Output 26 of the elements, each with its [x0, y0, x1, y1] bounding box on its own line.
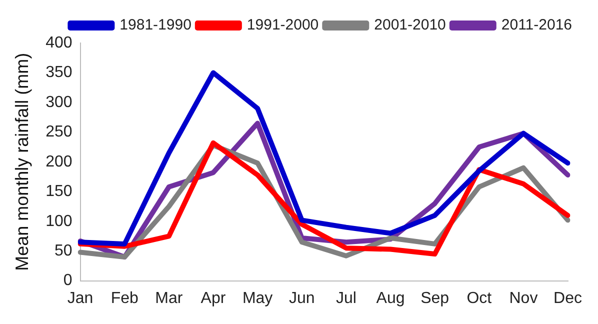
y-tick-label: 100	[46, 212, 72, 230]
x-tick-label: Jan	[67, 290, 94, 307]
y-tick-label: 150	[46, 183, 72, 200]
y-tick-label: 200	[46, 153, 72, 170]
y-tick-label: 300	[46, 94, 72, 111]
legend-label: 2001-2010	[374, 16, 446, 34]
legend-label: 1991-2000	[246, 16, 319, 34]
y-tick-label: 50	[54, 242, 72, 260]
y-tick-label: 350	[46, 64, 72, 82]
x-tick-label: Apr	[200, 290, 226, 307]
x-tick-label: Jun	[288, 290, 315, 307]
x-tick-label: May	[242, 290, 273, 307]
x-tick-label: Feb	[110, 290, 138, 307]
y-tick-label: 0	[63, 272, 72, 290]
y-axis-title: Mean monthly rainfall (mm)	[12, 52, 32, 271]
y-tick-label: 250	[46, 124, 72, 141]
x-tick-label: Oct	[466, 290, 492, 307]
x-tick-label: Mar	[155, 290, 184, 307]
y-tick-label: 400	[46, 34, 72, 52]
x-tick-label: Aug	[376, 290, 405, 307]
x-tick-label: Sep	[420, 290, 450, 307]
legend-label: 2011-2016	[501, 16, 572, 34]
x-tick-label: Nov	[509, 290, 538, 307]
x-tick-label: Jul	[336, 290, 356, 307]
legend-label: 1981-1990	[120, 16, 192, 34]
x-tick-label: Dec	[554, 290, 582, 307]
